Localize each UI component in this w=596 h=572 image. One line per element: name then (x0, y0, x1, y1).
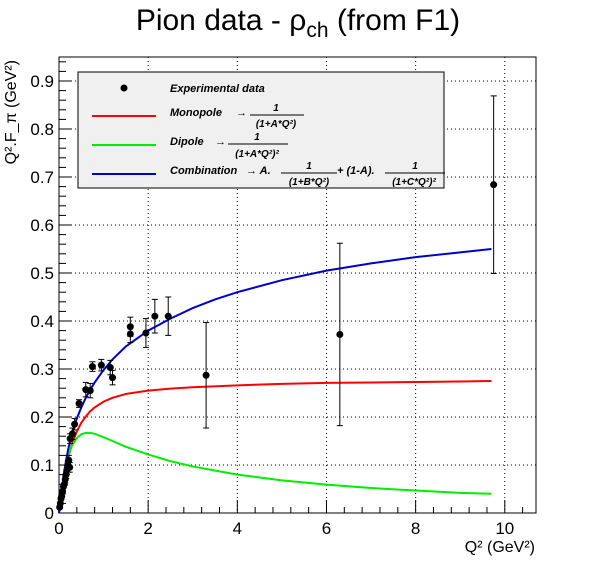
axis-ticks: 0 2 4 6 8 10 0 0.1 0.2 0.3 0.4 0.5 0.6 0.7 0.8 0.9 (30, 61, 524, 538)
data-point (151, 298, 159, 334)
data-marker (88, 363, 96, 371)
legend-arrow-combination: → A. (246, 165, 271, 177)
data-point (66, 462, 74, 473)
curve-dipole (58, 431, 492, 514)
data-marker (75, 400, 83, 408)
data-marker (68, 430, 76, 438)
data-marker (202, 371, 210, 379)
fit-curves (58, 248, 492, 514)
legend: Experimental data Monopole → 1 (1+A*Q²) … (77, 71, 445, 189)
legend-num-dipole: 1 (254, 132, 260, 143)
data-marker (71, 420, 79, 428)
data-point (336, 242, 344, 427)
data-point (75, 399, 83, 408)
y-tick-label: 0 (45, 504, 54, 523)
data-marker (164, 312, 172, 320)
data-marker (142, 329, 150, 337)
chart-title-main: Pion data - ρ (135, 4, 307, 37)
y-tick-label: 0.2 (30, 408, 54, 427)
legend-label-monopole: Monopole (170, 107, 222, 119)
legend-box (77, 71, 445, 189)
data-point (97, 358, 105, 372)
curve-combination (58, 248, 492, 514)
data-point (86, 382, 94, 399)
legend-den-dipole: (1+A*Q²)² (235, 149, 279, 160)
x-axis-label: Q² (GeV²) (465, 539, 535, 556)
data-marker (151, 312, 159, 320)
y-tick-label: 0.4 (30, 312, 54, 331)
data-point (71, 417, 79, 431)
data-marker (97, 361, 105, 369)
y-tick-label: 0.9 (30, 72, 54, 91)
chart-title-tail: (from F1) (328, 4, 461, 37)
data-point (82, 381, 90, 398)
y-tick-label: 0.6 (30, 216, 54, 235)
x-tick-label: 2 (143, 519, 152, 538)
data-marker (126, 330, 134, 338)
data-point (126, 324, 134, 344)
y-tick-label: 0.8 (30, 120, 54, 139)
data-marker (65, 456, 73, 464)
legend-label-data: Experimental data (170, 83, 265, 95)
data-point (88, 361, 96, 372)
plot-frame (58, 56, 537, 514)
legend-label-combination: Combination (170, 165, 237, 177)
y-tick-label: 0.3 (30, 360, 54, 379)
legend-num-monopole: 1 (273, 103, 279, 114)
legend-num1-combination: 1 (306, 161, 312, 172)
y-tick-label: 0.7 (30, 168, 54, 187)
chart-title-subscript: ch (306, 19, 329, 42)
data-point (108, 369, 116, 386)
data-marker (86, 387, 94, 395)
data-point (142, 318, 150, 348)
curve-monopole (58, 380, 492, 514)
data-marker (106, 364, 114, 372)
data-point (202, 321, 210, 429)
legend-den2-combination: (1+C*Q²)² (392, 177, 436, 188)
x-tick-label: 10 (495, 519, 514, 538)
legend-num2-combination: 1 (412, 161, 418, 172)
data-points (56, 95, 498, 511)
legend-mid-combination: + (1-A). (337, 165, 375, 177)
legend-marker-data (120, 84, 128, 92)
data-marker (108, 374, 116, 382)
legend-arrow-dipole: → (215, 136, 226, 148)
x-tick-label: 0 (54, 519, 63, 538)
legend-label-dipole: Dipole (170, 136, 204, 148)
data-marker (490, 181, 498, 189)
chart-title: Pion data - ρch (from F1) (0, 4, 596, 43)
legend-den-monopole: (1+A*Q²) (256, 119, 297, 130)
x-tick-label: 4 (233, 519, 242, 538)
y-axis-label: Q².F_π (GeV²) (3, 60, 20, 164)
y-tick-label: 0.5 (30, 264, 54, 283)
data-marker (66, 463, 74, 471)
legend-den1-combination: (1+B*Q²) (289, 177, 330, 188)
data-point (164, 296, 172, 336)
data-point (490, 95, 498, 274)
legend-arrow-monopole: → (236, 107, 247, 119)
x-tick-label: 8 (411, 519, 420, 538)
data-marker (336, 330, 344, 338)
x-tick-label: 6 (322, 519, 331, 538)
y-tick-label: 0.1 (30, 456, 54, 475)
